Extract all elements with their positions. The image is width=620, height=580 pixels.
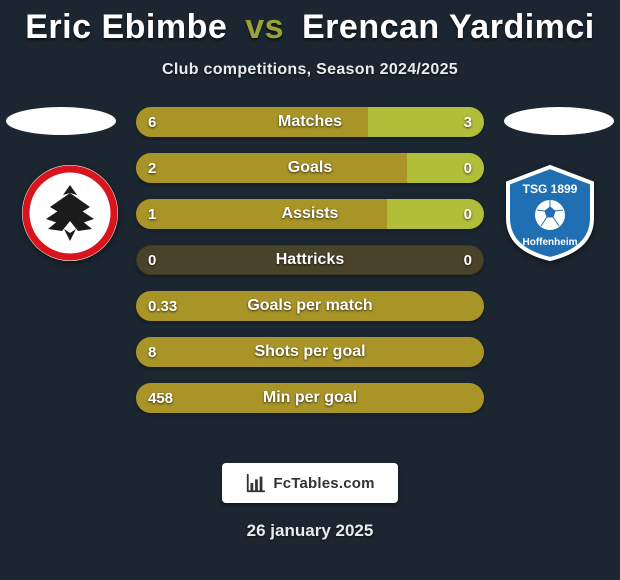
metric-bar-left xyxy=(136,107,368,137)
club-crest-left xyxy=(20,163,120,263)
metric-bar-left xyxy=(136,199,387,229)
comparison-stage: TSG 1899 Hoffenheim Matches63 Goals20 Assi… xyxy=(0,103,620,463)
metric-row: Matches63 xyxy=(136,107,484,137)
metric-row: Shots per goal8 xyxy=(136,337,484,367)
svg-text:Hoffenheim: Hoffenheim xyxy=(523,237,578,248)
metric-row: Goals per match0.33 xyxy=(136,291,484,321)
branding-text: FcTables.com xyxy=(273,475,374,492)
metric-bar-left xyxy=(136,153,407,183)
svg-text:TSG 1899: TSG 1899 xyxy=(523,182,578,196)
metric-bar-right xyxy=(387,199,484,229)
vs-label: vs xyxy=(245,8,284,46)
metric-row: Goals20 xyxy=(136,153,484,183)
hoffenheim-crest-icon: TSG 1899 Hoffenheim xyxy=(500,163,600,263)
platform-oval-right xyxy=(504,107,614,135)
branding-badge: FcTables.com xyxy=(222,463,398,503)
metric-bar-right xyxy=(368,107,484,137)
snapshot-date: 26 january 2025 xyxy=(0,521,620,541)
fctables-logo-icon xyxy=(245,472,267,494)
metric-row: Min per goal458 xyxy=(136,383,484,413)
club-crest-right: TSG 1899 Hoffenheim xyxy=(500,163,600,263)
metric-row: Assists10 xyxy=(136,199,484,229)
metric-bar-left xyxy=(136,383,484,413)
player2-name: Erencan Yardimci xyxy=(302,8,595,46)
platform-oval-left xyxy=(6,107,116,135)
metric-bar-left xyxy=(136,291,484,321)
comparison-title: Eric Ebimbe vs Erencan Yardimci xyxy=(0,0,620,47)
eintracht-crest-icon xyxy=(20,163,120,263)
metric-bars: Matches63 Goals20 Assists10 Hattricks00 Goal… xyxy=(136,107,484,429)
subtitle: Club competitions, Season 2024/2025 xyxy=(0,61,620,79)
metric-bar-left xyxy=(136,337,484,367)
metric-row: Hattricks00 xyxy=(136,245,484,275)
metric-bar-right xyxy=(407,153,484,183)
player1-name: Eric Ebimbe xyxy=(25,8,227,46)
